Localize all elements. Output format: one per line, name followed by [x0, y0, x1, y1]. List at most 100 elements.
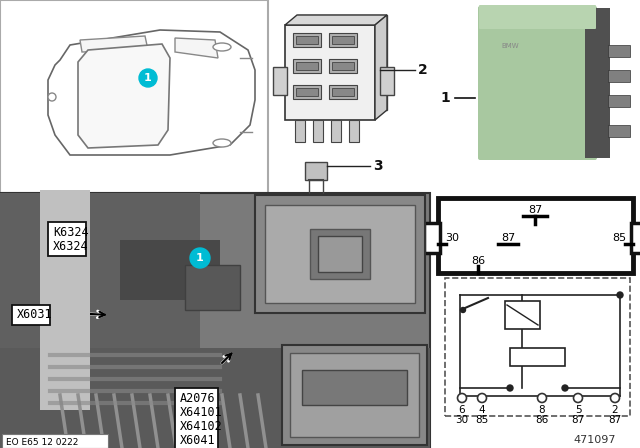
- Circle shape: [139, 69, 157, 87]
- Bar: [380, 67, 394, 95]
- Bar: [0, 193, 430, 448]
- Bar: [40, 190, 90, 410]
- Circle shape: [477, 393, 486, 402]
- Text: X64102: X64102: [180, 419, 223, 432]
- Circle shape: [458, 393, 467, 402]
- Text: 2: 2: [612, 405, 618, 415]
- Bar: [585, 8, 610, 158]
- PathPatch shape: [48, 30, 255, 155]
- Text: 3: 3: [373, 159, 383, 173]
- Text: 1: 1: [440, 91, 450, 105]
- Bar: [2, 434, 108, 448]
- Bar: [631, 223, 640, 253]
- Ellipse shape: [213, 139, 231, 147]
- Bar: [293, 59, 321, 73]
- Bar: [349, 120, 359, 142]
- Bar: [331, 120, 341, 142]
- Bar: [120, 240, 220, 300]
- Circle shape: [611, 393, 620, 402]
- Text: 87: 87: [609, 415, 621, 425]
- Bar: [293, 85, 321, 99]
- Text: 86: 86: [536, 415, 548, 425]
- Bar: [285, 25, 375, 120]
- Bar: [608, 125, 630, 137]
- Text: 2: 2: [418, 63, 428, 77]
- Bar: [296, 62, 318, 70]
- Circle shape: [538, 393, 547, 402]
- Text: 87: 87: [501, 233, 515, 243]
- Ellipse shape: [213, 43, 231, 51]
- Bar: [329, 59, 357, 73]
- Text: X6031: X6031: [17, 309, 52, 322]
- Text: 1: 1: [144, 73, 152, 83]
- Text: 6: 6: [459, 405, 465, 415]
- Bar: [438, 198, 633, 273]
- Bar: [295, 120, 305, 142]
- Bar: [313, 120, 323, 142]
- Text: 1: 1: [196, 253, 204, 263]
- Bar: [608, 95, 630, 107]
- Text: X6324: X6324: [53, 240, 88, 253]
- Circle shape: [562, 385, 568, 391]
- Circle shape: [190, 248, 210, 268]
- Text: K6324: K6324: [53, 225, 88, 238]
- Bar: [0, 0, 268, 193]
- Bar: [318, 236, 362, 272]
- Text: BMW: BMW: [501, 43, 519, 49]
- Bar: [332, 36, 354, 44]
- Bar: [445, 278, 630, 416]
- Bar: [293, 33, 321, 47]
- Bar: [282, 345, 427, 445]
- Text: 4: 4: [479, 405, 485, 415]
- Bar: [305, 162, 327, 180]
- Text: X6041: X6041: [180, 434, 216, 447]
- Bar: [290, 353, 419, 437]
- PathPatch shape: [285, 15, 387, 25]
- Bar: [329, 33, 357, 47]
- Circle shape: [573, 393, 582, 402]
- Bar: [0, 193, 200, 350]
- Bar: [48, 222, 86, 256]
- Text: A2076: A2076: [180, 392, 216, 405]
- FancyBboxPatch shape: [479, 5, 596, 29]
- PathPatch shape: [175, 38, 218, 58]
- Text: 85: 85: [612, 233, 626, 243]
- Bar: [297, 15, 387, 110]
- Bar: [0, 348, 430, 448]
- Bar: [505, 301, 540, 329]
- Bar: [175, 388, 218, 448]
- PathPatch shape: [80, 36, 148, 52]
- Text: EO E65 12 0222: EO E65 12 0222: [6, 438, 78, 447]
- Bar: [296, 36, 318, 44]
- Circle shape: [461, 307, 465, 313]
- PathPatch shape: [375, 15, 387, 120]
- Bar: [424, 223, 440, 253]
- Bar: [329, 85, 357, 99]
- FancyBboxPatch shape: [478, 6, 597, 160]
- Text: X64101: X64101: [180, 405, 223, 418]
- Circle shape: [617, 292, 623, 298]
- Text: 30: 30: [445, 233, 459, 243]
- Bar: [310, 229, 370, 279]
- Text: 87: 87: [572, 415, 584, 425]
- Bar: [302, 370, 407, 405]
- Bar: [332, 88, 354, 96]
- Bar: [265, 205, 415, 303]
- Text: 471097: 471097: [573, 435, 616, 445]
- Text: 5: 5: [575, 405, 581, 415]
- PathPatch shape: [78, 44, 170, 148]
- Bar: [185, 265, 240, 310]
- Text: 8: 8: [539, 405, 545, 415]
- Text: 85: 85: [476, 415, 488, 425]
- Bar: [608, 70, 630, 82]
- Text: 87: 87: [528, 205, 542, 215]
- Bar: [255, 195, 425, 313]
- Bar: [12, 305, 50, 325]
- Text: 30: 30: [456, 415, 468, 425]
- Bar: [608, 45, 630, 57]
- Bar: [273, 67, 287, 95]
- Bar: [510, 348, 565, 366]
- Text: 86: 86: [471, 256, 485, 266]
- Circle shape: [48, 93, 56, 101]
- Bar: [332, 62, 354, 70]
